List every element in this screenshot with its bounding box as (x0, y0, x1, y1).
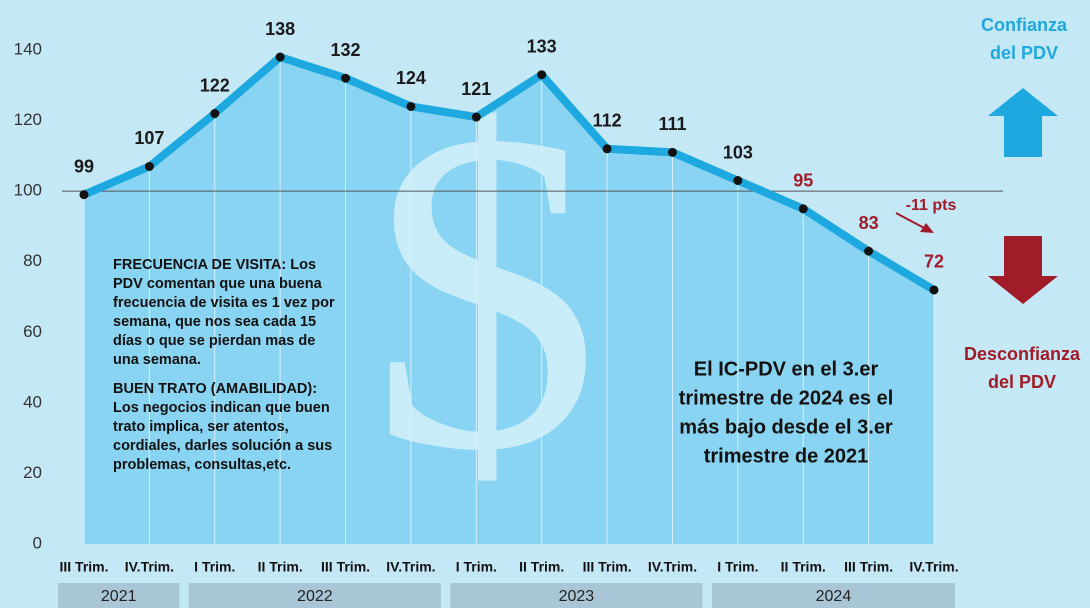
year-label: 2024 (816, 588, 852, 605)
note-left: Los negocios indican que buen (113, 400, 330, 416)
note-center: trimestre de 2024 es el (679, 387, 894, 409)
annotation: -11 pts (906, 197, 957, 214)
page: $02040608010012014099III Trim.107IV.Trim… (0, 0, 1090, 608)
note-left: frecuencia de visita es 1 vez por (113, 295, 335, 311)
x-tick-label: I Trim. (194, 559, 235, 575)
note-left: problemas, consultas,etc. (113, 457, 291, 473)
value-label: 72 (924, 252, 944, 272)
value-label: 95 (793, 171, 813, 191)
legend-down: Desconfianza (964, 344, 1081, 364)
y-tick-label: 60 (23, 322, 42, 341)
point (930, 285, 939, 294)
value-label: 103 (723, 142, 753, 162)
y-tick-label: 20 (23, 463, 42, 482)
year-label: 2021 (101, 588, 137, 605)
point (406, 102, 415, 111)
y-tick-label: 80 (23, 251, 42, 270)
value-label: 83 (859, 213, 879, 233)
y-tick-label: 140 (14, 39, 42, 58)
y-tick-label: 40 (23, 392, 42, 411)
value-label: 138 (265, 19, 295, 39)
x-tick-label: II Trim. (258, 559, 303, 575)
y-tick-label: 0 (33, 533, 42, 552)
value-label: 133 (527, 36, 557, 56)
year-label: 2023 (559, 588, 595, 605)
point (668, 148, 677, 157)
note-left: días o que se pierdan mas de (113, 333, 315, 349)
point (341, 74, 350, 83)
note-left: BUEN TRATO (AMABILIDAD): (113, 381, 317, 397)
note-left: cordiales, darles solución a sus (113, 438, 332, 454)
note-left: trato implica, ser atentos, (113, 419, 289, 435)
point (145, 162, 154, 171)
value-label: 112 (593, 111, 622, 131)
value-label: 122 (200, 75, 230, 95)
point (733, 176, 742, 185)
y-tick-label: 100 (14, 181, 42, 200)
x-tick-label: I Trim. (717, 559, 758, 575)
note-left: PDV comentan que una buena (113, 276, 323, 292)
x-tick-label: II Trim. (781, 559, 826, 575)
x-tick-label: III Trim. (321, 559, 370, 575)
note-left: una semana. (113, 352, 201, 368)
note-center: El IC-PDV en el 3.er (694, 358, 879, 380)
point (80, 190, 89, 199)
legend-down: del PDV (988, 372, 1056, 392)
x-tick-label: III Trim. (844, 559, 893, 575)
chart: $02040608010012014099III Trim.107IV.Trim… (0, 0, 1090, 608)
value-label: 99 (74, 156, 94, 176)
x-tick-label: III Trim. (583, 559, 632, 575)
point (472, 113, 481, 122)
value-label: 111 (658, 114, 686, 134)
x-tick-label: IV.Trim. (648, 559, 697, 575)
point (210, 109, 219, 118)
note-center: más bajo desde el 3.er (679, 416, 893, 438)
x-tick-label: I Trim. (456, 559, 497, 575)
legend-up: Confianza (981, 15, 1068, 35)
note-center: trimestre de 2021 (704, 445, 869, 467)
value-label: 107 (134, 128, 164, 148)
point (603, 144, 612, 153)
value-label: 121 (461, 79, 491, 99)
note-left: FRECUENCIA DE VISITA: Los (113, 257, 316, 273)
value-label: 132 (331, 40, 361, 60)
note-left: semana, que nos sea cada 15 (113, 314, 316, 330)
year-label: 2022 (297, 588, 333, 605)
x-tick-label: III Trim. (59, 559, 108, 575)
x-tick-label: IV.Trim. (386, 559, 435, 575)
point (276, 53, 285, 62)
point (537, 70, 546, 79)
legend-up: del PDV (990, 43, 1058, 63)
x-tick-label: II Trim. (519, 559, 564, 575)
y-tick-label: 120 (14, 110, 42, 129)
point (864, 247, 873, 256)
value-label: 124 (396, 68, 426, 88)
x-tick-label: IV.Trim. (125, 559, 174, 575)
point (799, 204, 808, 213)
x-tick-label: IV.Trim. (909, 559, 958, 575)
